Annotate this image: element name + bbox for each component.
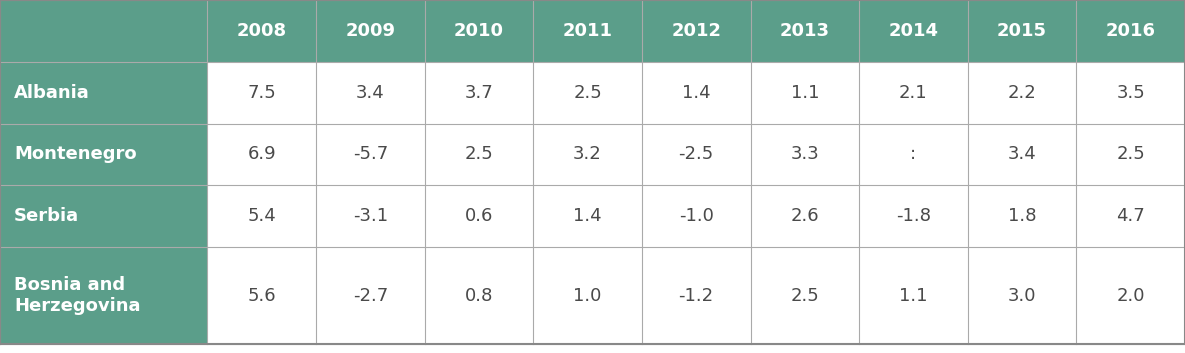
Text: 2.5: 2.5 (574, 84, 602, 102)
Text: 5.6: 5.6 (248, 287, 276, 305)
Bar (968, 0, 1076, 62)
Bar (316, 62, 424, 124)
Text: Montenegro: Montenegro (14, 145, 136, 163)
Bar (0, 62, 207, 124)
Bar (968, 62, 1076, 124)
Text: Serbia: Serbia (14, 207, 79, 225)
Bar (533, 124, 642, 185)
Bar (1076, 124, 1185, 185)
Text: 2012: 2012 (671, 22, 722, 40)
Bar (207, 0, 316, 62)
Bar (859, 0, 968, 62)
Bar (750, 0, 859, 62)
Text: 2.6: 2.6 (790, 207, 819, 225)
Bar (207, 185, 316, 247)
Text: 2.5: 2.5 (790, 287, 819, 305)
Bar (968, 247, 1076, 344)
Bar (533, 62, 642, 124)
Text: -2.7: -2.7 (353, 287, 387, 305)
Bar (0, 185, 207, 247)
Bar (750, 185, 859, 247)
Text: 2009: 2009 (345, 22, 396, 40)
Bar (642, 0, 750, 62)
Text: 3.4: 3.4 (356, 84, 385, 102)
Text: 1.0: 1.0 (574, 287, 602, 305)
Text: 3.7: 3.7 (465, 84, 493, 102)
Bar (968, 124, 1076, 185)
Bar (1076, 0, 1185, 62)
Text: Bosnia and
Herzegovina: Bosnia and Herzegovina (14, 276, 141, 315)
Bar (424, 0, 533, 62)
Text: 1.1: 1.1 (790, 84, 819, 102)
Bar (533, 247, 642, 344)
Text: 2.5: 2.5 (465, 145, 493, 163)
Bar (424, 247, 533, 344)
Text: 3.0: 3.0 (1007, 287, 1037, 305)
Bar (859, 62, 968, 124)
Bar (0, 0, 207, 62)
Bar (1076, 62, 1185, 124)
Bar (424, 124, 533, 185)
Bar (968, 185, 1076, 247)
Bar (750, 247, 859, 344)
Bar (859, 185, 968, 247)
Text: -1.8: -1.8 (896, 207, 931, 225)
Text: -1.2: -1.2 (679, 287, 713, 305)
Text: -1.0: -1.0 (679, 207, 713, 225)
Bar (316, 0, 424, 62)
Text: Albania: Albania (14, 84, 90, 102)
Bar (859, 247, 968, 344)
Bar (642, 247, 750, 344)
Text: 1.8: 1.8 (1007, 207, 1037, 225)
Bar (642, 185, 750, 247)
Text: 2015: 2015 (997, 22, 1048, 40)
Bar (1076, 185, 1185, 247)
Text: 2014: 2014 (889, 22, 939, 40)
Bar (750, 124, 859, 185)
Bar (642, 62, 750, 124)
Text: 2008: 2008 (237, 22, 287, 40)
Text: 2013: 2013 (780, 22, 829, 40)
Text: -2.5: -2.5 (679, 145, 713, 163)
Text: 0.8: 0.8 (465, 287, 493, 305)
Bar (1076, 247, 1185, 344)
Bar (207, 124, 316, 185)
Text: 2.2: 2.2 (1007, 84, 1037, 102)
Bar (424, 62, 533, 124)
Bar (207, 247, 316, 344)
Text: 2.5: 2.5 (1116, 145, 1145, 163)
Bar (0, 124, 207, 185)
Bar (859, 124, 968, 185)
Bar (207, 62, 316, 124)
Text: 3.5: 3.5 (1116, 84, 1145, 102)
Text: 4.7: 4.7 (1116, 207, 1145, 225)
Bar (424, 185, 533, 247)
Bar (642, 124, 750, 185)
Text: 3.2: 3.2 (574, 145, 602, 163)
Bar (533, 0, 642, 62)
Text: 1.1: 1.1 (899, 287, 928, 305)
Bar (0, 247, 207, 344)
Text: 6.9: 6.9 (248, 145, 276, 163)
Text: 5.4: 5.4 (248, 207, 276, 225)
Text: 3.4: 3.4 (1007, 145, 1037, 163)
Bar (533, 185, 642, 247)
Text: :: : (910, 145, 916, 163)
Text: 2.0: 2.0 (1116, 287, 1145, 305)
Text: -5.7: -5.7 (353, 145, 387, 163)
Text: 1.4: 1.4 (574, 207, 602, 225)
Text: 0.6: 0.6 (465, 207, 493, 225)
Bar (750, 62, 859, 124)
Text: 2.1: 2.1 (899, 84, 928, 102)
Bar (316, 185, 424, 247)
Text: 2010: 2010 (454, 22, 504, 40)
Text: 1.4: 1.4 (681, 84, 711, 102)
Text: 2016: 2016 (1106, 22, 1155, 40)
Text: 2011: 2011 (563, 22, 613, 40)
Bar (316, 247, 424, 344)
Text: -3.1: -3.1 (353, 207, 387, 225)
Text: 7.5: 7.5 (248, 84, 276, 102)
Bar (316, 124, 424, 185)
Text: 3.3: 3.3 (790, 145, 819, 163)
